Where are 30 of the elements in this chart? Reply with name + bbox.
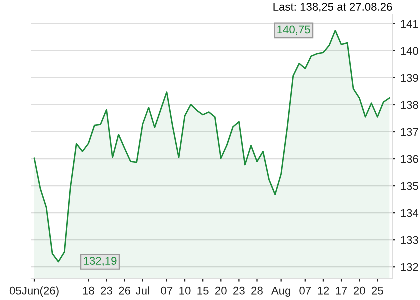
y-tick-label: 140 [401, 47, 418, 56]
x-tick-label: 05Jun(26) [10, 286, 59, 297]
y-tick-label: 132 [401, 263, 418, 272]
y-tick-label: 139 [401, 74, 418, 82]
x-tick-label: 20 [354, 286, 366, 295]
y-tick-label: 135 [401, 182, 418, 190]
y-tick-label: 138 [401, 101, 418, 110]
y-tick-label: 137 [401, 128, 418, 136]
x-tick-label: Jul [136, 286, 150, 295]
x-tick-label: 10 [180, 286, 191, 295]
annotation: 140,75 [278, 26, 310, 35]
x-tick-label: 07 [161, 286, 173, 295]
y-tick-label: 133 [401, 236, 418, 244]
x-tick-label: Aug [271, 287, 290, 297]
y-tick-label: 136 [401, 155, 418, 164]
y-tick-label: 141 [401, 20, 418, 28]
annotation: 132,19 [84, 257, 117, 266]
x-tick-label: 17 [336, 287, 348, 295]
x-tick-label: 28 [252, 286, 263, 295]
x-tick-label: 15 [198, 287, 209, 295]
y-tick-label: 134 [401, 209, 419, 218]
x-tick-label: 26 [119, 286, 130, 295]
x-tick-label: 07 [300, 286, 312, 295]
x-tick-label: 20 [216, 286, 227, 295]
x-tick-label: 12 [318, 286, 330, 295]
x-tick-label: 18 [83, 286, 94, 295]
x-tick-label: 23 [234, 286, 245, 295]
x-tick-label: 23 [101, 286, 112, 295]
chart-title: Last: 138,25 at 27.08.26 [274, 3, 392, 12]
x-tick-label: 25 [372, 286, 384, 295]
